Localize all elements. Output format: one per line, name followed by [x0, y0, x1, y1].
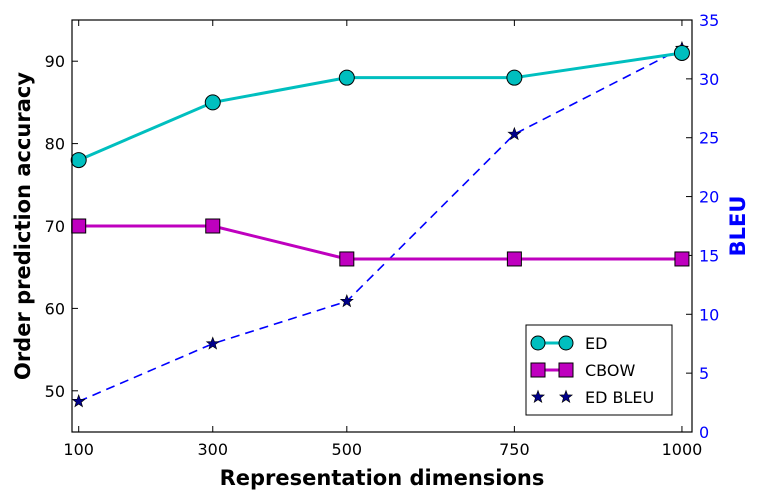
- legend-cbow-marker-left: [530, 362, 546, 378]
- legend-ed-bleu-label: ED BLEU: [585, 388, 654, 407]
- y-right-tick-label-4: 20: [699, 188, 719, 207]
- y-left-tick-label-2: 70: [45, 217, 65, 236]
- series-ed-point-0: [70, 152, 87, 169]
- y-left-tick-label-0: 50: [45, 382, 65, 401]
- y-left-tick-label-1: 60: [45, 299, 65, 318]
- series-cbow-point-2: [339, 251, 355, 267]
- series-ed-point-4: [673, 44, 690, 61]
- legend-entry-ed: ED: [530, 334, 607, 353]
- legend-ed-bleu-marker-left: [530, 389, 546, 403]
- series-cbow-point-3: [506, 251, 522, 267]
- y-right-tick-label-7: 35: [699, 11, 719, 30]
- series-ed-bleu-point-3: [507, 126, 522, 141]
- legend-ed-marker-right: [558, 335, 574, 351]
- legend-ed-label: ED: [585, 334, 607, 353]
- y-left-tick-label-4: 90: [45, 52, 65, 71]
- y-right-tick-label-5: 25: [699, 129, 719, 148]
- y-right-tick-label-3: 15: [699, 246, 719, 265]
- legend-ed-marker-left: [530, 335, 546, 351]
- legend: ED CBOW ED BLEU: [525, 324, 673, 416]
- series-ed-bleu-point-1: [205, 336, 220, 350]
- x-tick-label-2: 500: [332, 440, 363, 459]
- y-right-tick-label-2: 10: [699, 305, 719, 324]
- y-right-tick-label-6: 30: [699, 70, 719, 89]
- y-axis-right-title: BLEU: [726, 196, 750, 257]
- series-ed-point-3: [506, 69, 523, 86]
- legend-cbow-label: CBOW: [585, 361, 635, 380]
- legend-entry-ed-bleu: ED BLEU: [530, 388, 654, 407]
- x-tick-label-0: 100: [63, 440, 94, 459]
- x-tick-label-3: 750: [499, 440, 530, 459]
- y-right-tick-label-0: 0: [699, 423, 709, 442]
- y-axis-left-title: Order prediction accuracy: [11, 72, 35, 380]
- series-ed-bleu-point-0: [71, 394, 86, 408]
- legend-cbow-marker-right: [558, 362, 574, 378]
- legend-ed-bleu-marker-right: [558, 389, 574, 403]
- legend-entry-cbow: CBOW: [530, 361, 635, 380]
- series-ed-bleu-point-2: [339, 293, 354, 308]
- series-cbow-point-4: [674, 251, 690, 267]
- tick-labels-layer: 100 300 500 750 1000 50 60 70 80 90 0 5 10 15 20 25 30 35: [45, 11, 720, 459]
- series-cbow-point-0: [71, 218, 87, 234]
- series-ed-point-1: [204, 94, 221, 111]
- y-right-tick-label-1: 5: [699, 364, 709, 383]
- series-layer: [70, 40, 690, 408]
- plot-frame: [71, 19, 693, 433]
- y-left-tick-label-3: 80: [45, 135, 65, 154]
- x-axis-title: Representation dimensions: [220, 466, 545, 490]
- series-ed-point-2: [338, 69, 355, 86]
- series-cbow-point-1: [205, 218, 221, 234]
- x-tick-label-1: 300: [197, 440, 228, 459]
- x-tick-label-4: 1000: [662, 440, 703, 459]
